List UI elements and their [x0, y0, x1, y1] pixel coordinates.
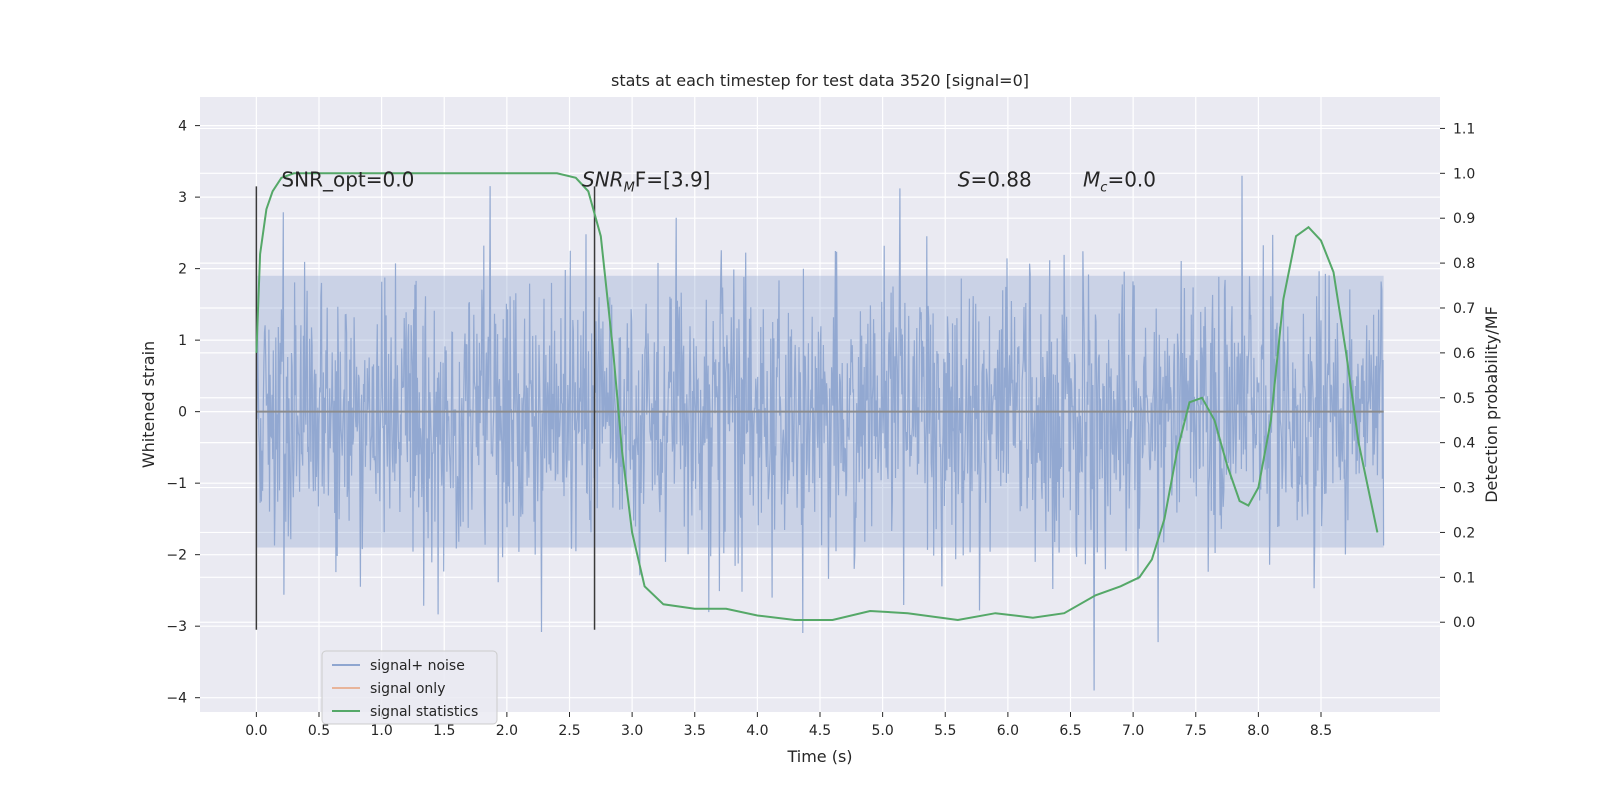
- signal-statistics-line: [255, 172, 1379, 622]
- legend-box: [321, 650, 498, 725]
- axes: 0.0 0.5 1.0 1.5 2.0 2.5 3.0 3.5 4.0 4.5 5.0 5.5 6.0 6…: [166, 119, 1475, 739]
- y-right-tick-label: 1.1: [1453, 121, 1475, 137]
- annotation-mc: Mc=0.0: [1083, 167, 1156, 195]
- x-tick-label: 3.0: [621, 723, 643, 739]
- x-tick-label: 8.0: [1247, 723, 1269, 739]
- y-tick-label: 4: [178, 119, 187, 135]
- y-tick-label: −1: [166, 476, 187, 492]
- y-right-tick-label: 0.3: [1453, 481, 1475, 497]
- x-tick-label: 7.0: [1122, 723, 1144, 739]
- x-tick-label: 2.5: [558, 723, 580, 739]
- legend-label-signal-statistics: signal statistics: [370, 704, 478, 720]
- annotation-snr-opt: SNR_opt=0.0: [281, 167, 414, 191]
- annotation-mc-value: =0.0: [1107, 167, 1156, 191]
- annotation-s-stat: S=0.88: [958, 167, 1032, 191]
- y-tick-label: 0: [178, 405, 187, 421]
- y-right-tick-label: 0.4: [1453, 436, 1475, 452]
- x-tick-label: 5.0: [871, 723, 893, 739]
- x-tick-label: 2.0: [496, 723, 518, 739]
- x-tick-label: 1.5: [433, 723, 455, 739]
- y-right-tick-label: 0.7: [1453, 301, 1475, 317]
- annotation-snr-mf-sub: M: [624, 180, 635, 195]
- y-tick-label: −4: [166, 691, 187, 707]
- y-right-tick-label: 0.8: [1453, 256, 1475, 272]
- x-tick-label: 6.0: [997, 723, 1019, 739]
- y-right-tick-label: 0.0: [1453, 615, 1475, 631]
- x-tick-label: 1.0: [370, 723, 392, 739]
- signal-statistics-series: [255, 172, 1379, 622]
- annotation-snr-mf-rest: F=[3.9]: [635, 167, 711, 191]
- annotation-s-stat-value: =0.88: [970, 167, 1031, 191]
- x-tick-label: 5.5: [934, 723, 956, 739]
- y-tick-label: −2: [166, 548, 187, 564]
- y-tick-label: −3: [166, 619, 187, 635]
- y-right-tick-label: 0.1: [1453, 570, 1475, 586]
- x-tick-label: 4.0: [746, 723, 768, 739]
- annotation-mc-sub: c: [1100, 180, 1107, 195]
- y-tick-label: 2: [178, 262, 187, 278]
- x-tick-label: 3.5: [684, 723, 706, 739]
- y-right-tick-label: 0.6: [1453, 346, 1475, 362]
- x-tick-label: 7.5: [1185, 723, 1207, 739]
- x-tick-label: 0.5: [308, 723, 330, 739]
- annotation-snr-mf-base: SNR: [582, 167, 624, 191]
- annotation-snr-mf: SNRMF=[3.9]: [582, 167, 710, 195]
- y-right-tick-label: 0.9: [1453, 211, 1475, 227]
- x-tick-label: 6.5: [1059, 723, 1081, 739]
- annotation-mc-base: M: [1083, 167, 1100, 191]
- y-tick-label: 1: [178, 333, 187, 349]
- y-right-tick-label: 0.2: [1453, 525, 1475, 541]
- y-axis-label: Whitened strain: [139, 341, 158, 468]
- x-tick-label: 8.5: [1310, 723, 1332, 739]
- vertical-markers: [255, 186, 596, 630]
- chart-title: stats at each timestep for test data 352…: [611, 71, 1029, 90]
- annotation-s-stat-symbol: S: [958, 167, 971, 191]
- y-right-tick-label: 1.0: [1453, 166, 1475, 182]
- y-tick-label: 3: [178, 190, 187, 206]
- legend-label-signal-noise: signal+ noise: [370, 658, 465, 674]
- legend-label-signal-only: signal only: [370, 681, 445, 697]
- x-tick-label: 4.5: [809, 723, 831, 739]
- x-tick-label: 0.0: [245, 723, 267, 739]
- x-axis-label: Time (s): [786, 747, 852, 766]
- y-right-tick-label: 0.5: [1453, 391, 1475, 407]
- legend: signal+ noise signal only signal statist…: [321, 650, 498, 725]
- y-right-axis-label: Detection probability/MF: [1482, 306, 1501, 503]
